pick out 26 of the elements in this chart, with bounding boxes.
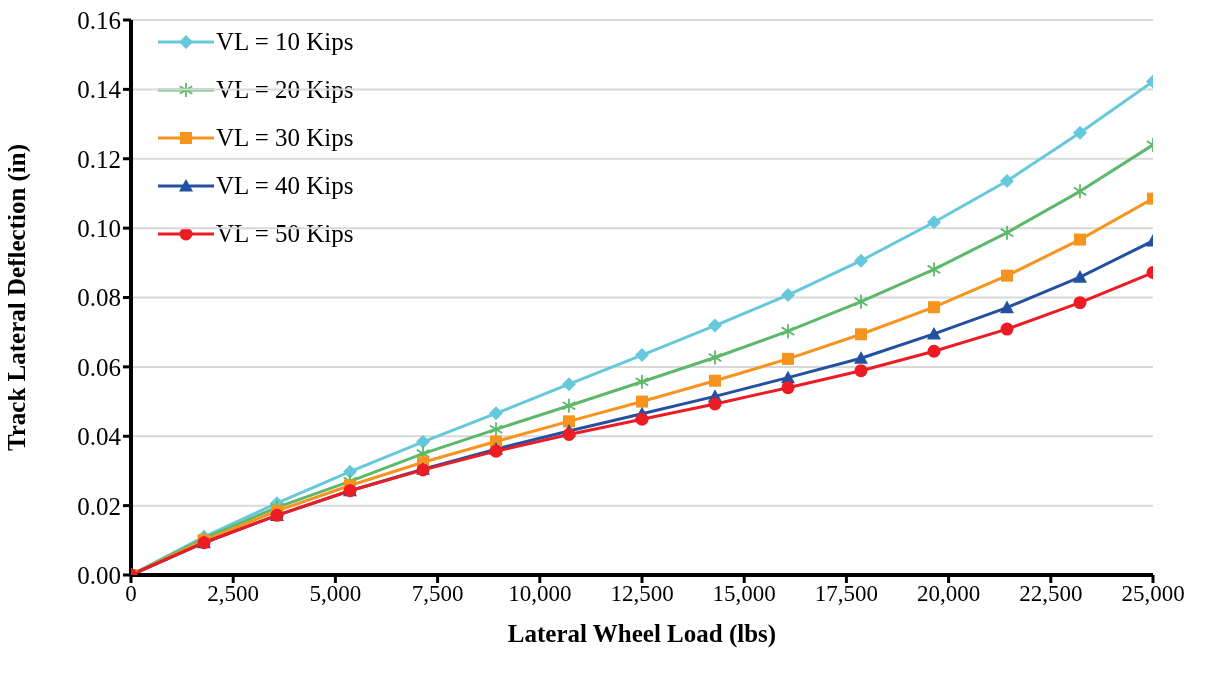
x-tick-label: 2,500 <box>207 581 260 607</box>
x-tick-label: 22,500 <box>1019 581 1083 607</box>
y-tick-label: 0.14 <box>77 76 122 104</box>
x-tick-label: 17,500 <box>814 581 879 607</box>
legend-label: VL = 10 Kips <box>216 28 354 56</box>
y-tick-label: 0.16 <box>77 6 121 34</box>
x-tick-label: 20,000 <box>916 581 981 607</box>
y-tick-label: 0.06 <box>77 353 121 381</box>
y-tick-label: 0.00 <box>77 561 121 589</box>
y-axis-title: Track Lateral Deflection (in) <box>2 143 31 452</box>
legend-label: VL = 40 Kips <box>216 172 354 200</box>
x-tick-label: 25,000 <box>1121 581 1185 607</box>
y-tick-label: 0.12 <box>77 145 121 173</box>
x-tick-label: 12,500 <box>610 581 674 607</box>
legend-label: VL = 30 Kips <box>216 124 354 152</box>
x-tick-label: 0 <box>125 581 137 607</box>
x-tick-label: 7,500 <box>411 581 464 607</box>
y-tick-label: 0.08 <box>77 284 121 312</box>
legend-label: VL = 50 Kips <box>216 220 354 248</box>
x-tick-label: 15,000 <box>712 581 776 607</box>
x-tick-label: 5,000 <box>309 581 362 607</box>
x-tick-label: 10,000 <box>508 581 572 607</box>
y-tick-label: 0.10 <box>77 215 121 242</box>
y-tick-label: 0.02 <box>77 492 121 520</box>
y-tick-label: 0.04 <box>77 423 122 451</box>
x-axis-title: Lateral Wheel Load (lbs) <box>507 620 777 648</box>
